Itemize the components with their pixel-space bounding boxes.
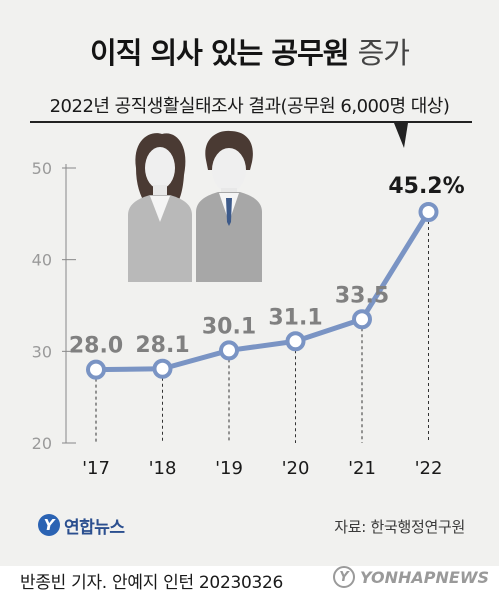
yonhap-watermark: Y YONHAPNEWS [333,566,489,588]
data-label: 28.0 [69,334,123,359]
page-subtitle: 2022년 공직생활실태조사 결과(공무원 6,000명 대상) [49,96,450,117]
data-label: 31.1 [268,305,322,330]
source-note: 자료: 한국행정연구원 [334,518,465,536]
data-labels: 28.0 28.1 30.1 31.1 33.5 45.2% [69,174,465,359]
series-polyline [95,210,431,373]
y-tick-label: 20 [32,434,52,453]
data-points [86,202,439,380]
page-title: 이직 의사 있는 공무원 증가 [0,30,499,72]
watermark-icon: Y [333,566,355,588]
data-label: 45.2% [388,174,464,199]
x-tick-label: '18 [149,458,177,479]
data-point [86,359,106,380]
y-tick-label: 50 [32,159,52,178]
y-tick-label: 40 [32,251,52,270]
title-main: 이직 의사 있는 공무원 [90,36,349,70]
guide-lines [95,221,429,443]
x-tick-label: '22 [415,458,443,479]
y-tick-label: 30 [32,342,52,361]
watermark-text: YONHAPNEWS [360,567,489,587]
office-workers-illustration [128,130,262,282]
x-tick-label: '20 [282,458,310,479]
callout-pointer [394,123,408,148]
title-tail: 증가 [357,36,410,70]
yonhap-logo-icon: Y [38,514,60,536]
credit-line: 반종빈 기자. 안예지 인턴 20230326 [20,573,284,593]
yonhap-logo: Y 연합뉴스 [38,512,125,538]
data-point [152,358,173,379]
data-point [352,309,372,330]
data-label: 28.1 [135,333,189,358]
subtitle-divider [30,121,472,123]
series-line [95,210,431,373]
data-point [285,331,306,352]
data-point [219,340,239,361]
x-axis-ticks: '17 '18 '19 '20 '21 '22 [82,458,442,479]
y-axis: 20 30 40 50 [32,159,76,453]
data-label: 30.1 [202,314,256,339]
data-label: 33.5 [335,283,389,308]
chart-panel [0,0,499,566]
data-point [418,202,439,222]
x-tick-label: '19 [215,458,243,479]
x-tick-label: '17 [82,458,110,479]
x-tick-label: '21 [348,458,376,479]
yonhap-logo-text: 연합뉴스 [64,517,125,538]
